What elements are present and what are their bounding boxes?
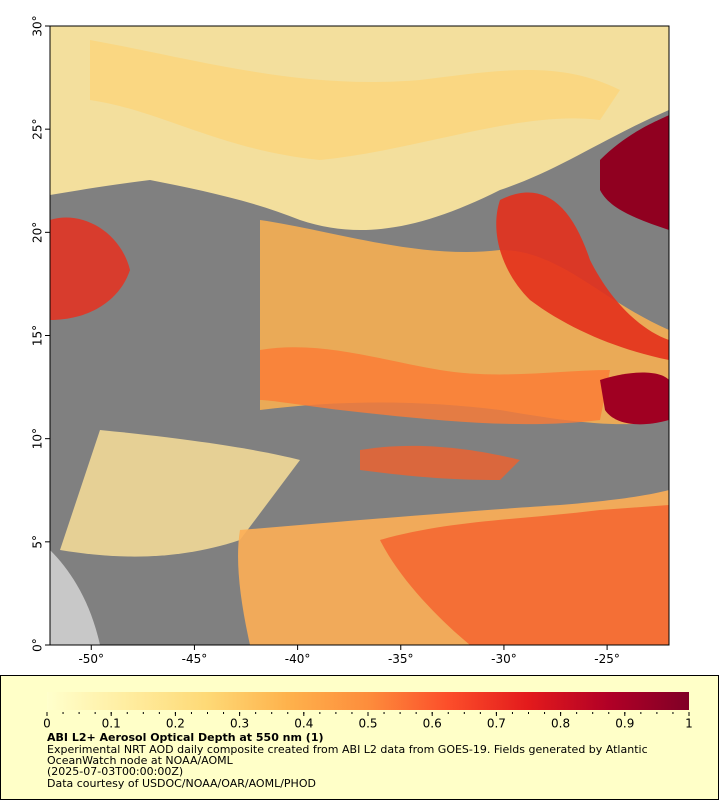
colorbar-tick-label: 0.6	[423, 717, 442, 731]
title: ABI L2+ Aerosol Optical Depth at 550 nm …	[47, 731, 324, 744]
colorbar-tick-label: 0.4	[294, 717, 313, 731]
colorbar-tick-label: 1	[685, 717, 693, 731]
colorbar-tick-label: 0.3	[230, 717, 249, 731]
map-image	[50, 26, 669, 645]
colorbar-tick-label: 0.9	[615, 717, 634, 731]
colorbar-tick-label: 0.1	[102, 717, 121, 731]
caption-line: Experimental NRT AOD daily composite cre…	[47, 743, 648, 756]
y-tick-label: 0°	[31, 638, 45, 652]
x-tick-label: -45°	[182, 652, 208, 666]
y-tick-label: 25°	[31, 119, 45, 140]
caption-line: Data courtesy of USDOC/NOAA/OAR/AOML/PHO…	[47, 777, 316, 790]
caption-line: OceanWatch node at NOAA/AOML	[47, 754, 234, 767]
y-tick-label: 15°	[31, 325, 45, 346]
colorbar-tick-label: 0.8	[551, 717, 570, 731]
colorbar-tick-label: 0	[43, 717, 51, 731]
colorbar-tick-label: 0.2	[166, 717, 185, 731]
x-tick-label: -25°	[594, 652, 620, 666]
y-tick-label: 30°	[31, 15, 45, 36]
x-tick-label: -40°	[285, 652, 311, 666]
y-tick-label: 20°	[31, 222, 45, 243]
x-tick-label: -30°	[491, 652, 517, 666]
x-tick-label: -35°	[388, 652, 414, 666]
colorbar	[47, 692, 689, 710]
caption-line: (2025-07-03T00:00:00Z)	[47, 765, 183, 778]
colorbar-tick-label: 0.5	[358, 717, 377, 731]
x-tick-label: -50°	[78, 652, 104, 666]
y-tick-label: 5°	[31, 535, 45, 549]
y-tick-label: 10°	[31, 428, 45, 449]
colorbar-tick-label: 0.7	[487, 717, 506, 731]
